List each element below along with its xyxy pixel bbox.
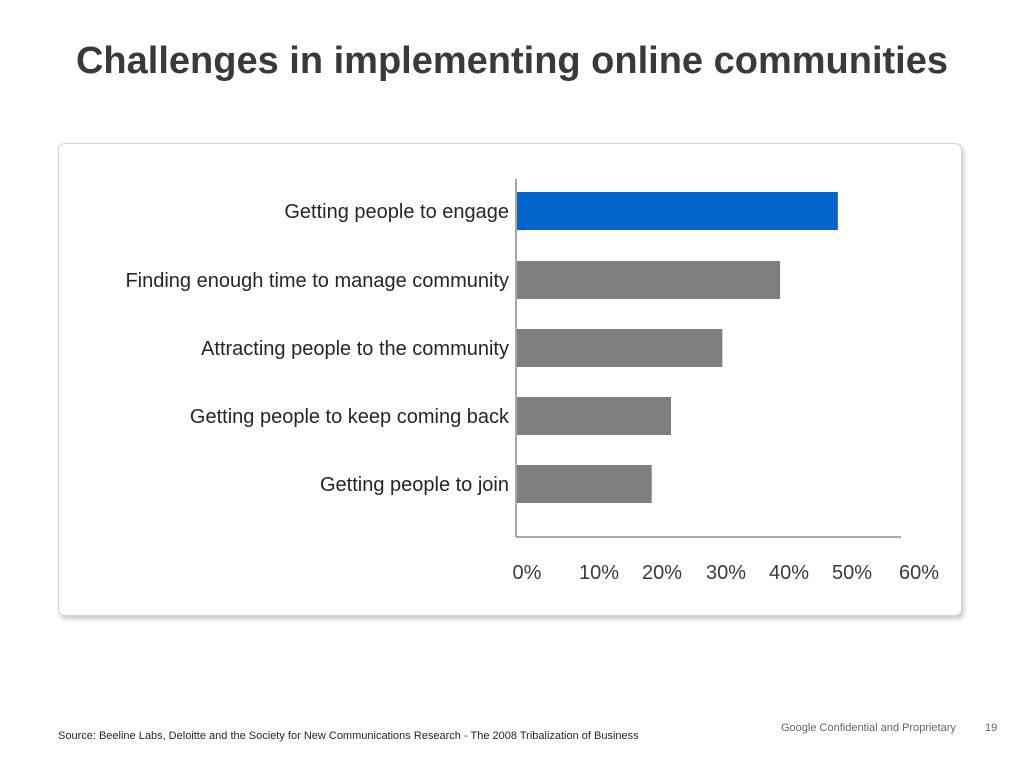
x-tick-label: 20% bbox=[642, 562, 682, 584]
category-label: Attracting people to the community bbox=[201, 338, 509, 360]
page-number: 19 bbox=[985, 722, 998, 734]
category-label: Getting people to keep coming back bbox=[190, 406, 510, 428]
bar bbox=[517, 261, 781, 299]
x-tick-label: 60% bbox=[899, 562, 939, 584]
category-label: Getting people to join bbox=[320, 474, 509, 496]
source-note: Source: Beeline Labs, Deloitte and the S… bbox=[58, 730, 639, 742]
bar-chart: Getting people to engage Finding enough t… bbox=[125, 179, 939, 584]
x-tick-label: 10% bbox=[579, 562, 619, 584]
x-tick-label: 0% bbox=[513, 562, 542, 584]
category-label: Finding enough time to manage community bbox=[125, 270, 509, 292]
category-label: Getting people to engage bbox=[284, 201, 509, 223]
x-tick-label: 30% bbox=[706, 562, 746, 584]
bar bbox=[517, 397, 671, 435]
bar bbox=[517, 329, 723, 367]
x-tick-label: 50% bbox=[832, 562, 872, 584]
chart-panel: Getting people to engage Finding enough t… bbox=[58, 143, 962, 616]
x-tick-label: 40% bbox=[769, 562, 809, 584]
confidentiality-note: Google Confidential and Proprietary bbox=[781, 722, 956, 734]
bar bbox=[517, 465, 652, 503]
slide-title: Challenges in implementing online commun… bbox=[75, 40, 948, 82]
bar bbox=[517, 192, 838, 230]
